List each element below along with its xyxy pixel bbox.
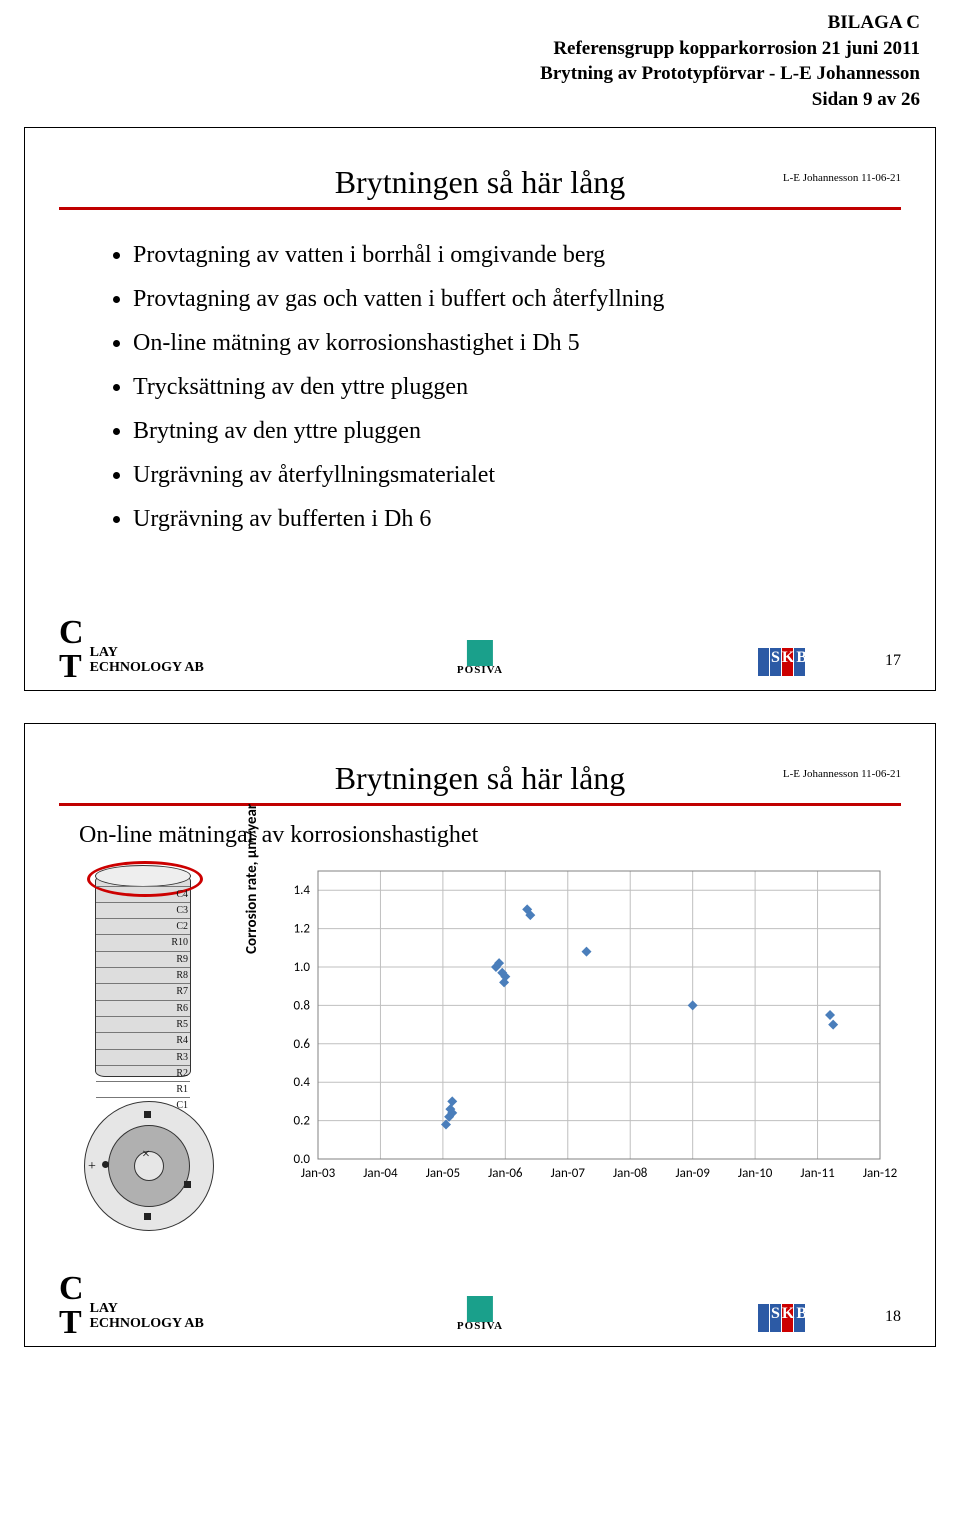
cylinder-row-label: R5	[96, 1016, 190, 1032]
cylinder-figure: C4C3C2R10R9R8R7R6R5R4R3R2R1C1	[89, 865, 209, 1083]
cylinder-row-label: R1	[96, 1081, 190, 1097]
svg-text:Jan-09: Jan-09	[675, 1166, 710, 1181]
bullet-item: Urgrävning av bufferten i Dh 6	[133, 504, 901, 534]
chart-svg: 0.0 0.2 0.4 0.6 0.8 1.0 1.2 1.4 Jan-03 Jan-04 Jan-…	[259, 859, 901, 1199]
cylinder-row-label: R8	[96, 967, 190, 983]
claytech-logo: CT LAYECHNOLOGY AB	[59, 608, 204, 676]
svg-text:Jan-04: Jan-04	[363, 1166, 398, 1181]
bullet-item: Brytning av den yttre pluggen	[133, 416, 901, 446]
cylinder-row-label: R10	[96, 934, 190, 950]
slide-subtitle: On-line mätningar av korrosionshastighet	[79, 822, 901, 849]
cylinder-row-label: R3	[96, 1049, 190, 1065]
svg-text:Jan-07: Jan-07	[551, 1166, 586, 1181]
left-figures: C4C3C2R10R9R8R7R6R5R4R3R2R1C1 + ×	[59, 859, 239, 1231]
cylinder-row-label: R9	[96, 951, 190, 967]
slide-1: Brytningen så här lång L-E Johannesson 1…	[24, 127, 936, 691]
posiva-logo: POSIVA	[457, 1296, 503, 1332]
cylinder-row-label: C4	[96, 886, 190, 902]
bullet-item: Provtagning av gas och vatten i buffert …	[133, 284, 901, 314]
svg-text:Jan-11: Jan-11	[800, 1166, 834, 1181]
bullet-item: Trycksättning av den yttre pluggen	[133, 372, 901, 402]
svg-text:Jan-08: Jan-08	[613, 1166, 648, 1181]
cylinder-row-label: R7	[96, 983, 190, 999]
header-line: Sidan 9 av 26	[0, 87, 920, 113]
cylinder-row-label: R4	[96, 1032, 190, 1048]
slide-2: Brytningen så här lång L-E Johannesson 1…	[24, 723, 936, 1347]
svg-text:0.4: 0.4	[294, 1075, 311, 1090]
slide-note: L-E Johannesson 11-06-21	[783, 172, 901, 184]
svg-text:1.2: 1.2	[294, 921, 311, 936]
slide-note: L-E Johannesson 11-06-21	[783, 768, 901, 780]
cylinder-row-label: C2	[96, 918, 190, 934]
svg-text:1.0: 1.0	[294, 960, 311, 975]
svg-text:0.0: 0.0	[294, 1152, 311, 1167]
slide-footer: CT LAYECHNOLOGY AB POSIVA SKB 18	[59, 1290, 901, 1332]
posiva-logo: POSIVA	[457, 640, 503, 676]
svg-text:Jan-10: Jan-10	[738, 1166, 773, 1181]
svg-text:0.8: 0.8	[294, 998, 311, 1013]
page-number: 17	[885, 652, 901, 670]
bullet-item: Urgrävning av återfyllningsmaterialet	[133, 460, 901, 490]
svg-text:Jan-03: Jan-03	[301, 1166, 336, 1181]
svg-text:Jan-05: Jan-05	[426, 1166, 460, 1181]
svg-text:Jan-12: Jan-12	[863, 1166, 898, 1181]
header-line: Referensgrupp kopparkorrosion 21 juni 20…	[0, 36, 920, 62]
bullet-list: Provtagning av vatten i borrhål i omgiva…	[93, 240, 901, 534]
cylinder-row-label: C3	[96, 902, 190, 918]
page-number: 18	[885, 1308, 901, 1326]
title-row: Brytningen så här lång L-E Johannesson 1…	[59, 742, 901, 806]
header-line: BILAGA C	[0, 10, 920, 36]
doc-header: BILAGA C Referensgrupp kopparkorrosion 2…	[0, 0, 960, 117]
skb-logo: SKB	[758, 648, 847, 676]
slide-title: Brytningen så här lång	[59, 164, 901, 201]
svg-text:1.4: 1.4	[294, 883, 311, 898]
svg-text:0.2: 0.2	[294, 1113, 311, 1128]
corrosion-chart: Corrosion rate, µm/year 0.00.20.40.60.81…	[259, 859, 901, 1199]
slide-footer: CT LAYECHNOLOGY AB POSIVA SKB 17	[59, 634, 901, 676]
ring-figure: + ×	[84, 1101, 214, 1231]
bullet-item: On-line mätning av korrosionshastighet i…	[133, 328, 901, 358]
cylinder-row-label: R2	[96, 1065, 190, 1081]
bullet-item: Provtagning av vatten i borrhål i omgiva…	[133, 240, 901, 270]
title-row: Brytningen så här lång L-E Johannesson 1…	[59, 146, 901, 210]
skb-logo: SKB	[758, 1304, 847, 1332]
chart-ylabel: Corrosion rate, µm/year	[243, 803, 261, 953]
cylinder-row-label: R6	[96, 1000, 190, 1016]
svg-text:0.6: 0.6	[294, 1036, 311, 1051]
header-line: Brytning av Prototypförvar - L-E Johanne…	[0, 61, 920, 87]
svg-text:Jan-06: Jan-06	[488, 1166, 523, 1181]
slide-title: Brytningen så här lång	[59, 760, 901, 797]
claytech-logo: CT LAYECHNOLOGY AB	[59, 1264, 204, 1332]
